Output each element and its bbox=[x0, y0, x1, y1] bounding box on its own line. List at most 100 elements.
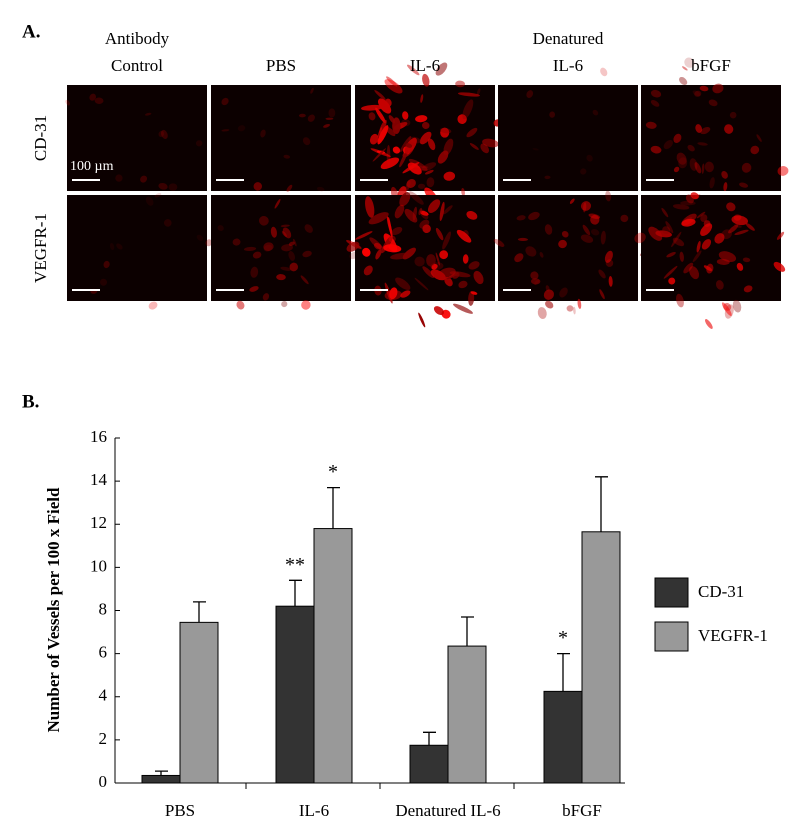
stain-blob bbox=[405, 180, 411, 191]
stain-blob bbox=[580, 234, 594, 243]
stain-blob bbox=[457, 92, 480, 97]
stain-blob bbox=[419, 210, 429, 216]
stain-blob bbox=[115, 174, 123, 182]
stain-blob bbox=[236, 300, 245, 310]
stain-blob bbox=[427, 199, 441, 214]
stain-blob bbox=[476, 88, 481, 96]
y-tick-label: 14 bbox=[90, 470, 108, 489]
stain-blob bbox=[672, 204, 690, 210]
stain-blob bbox=[701, 163, 705, 174]
stain-blob bbox=[288, 241, 295, 246]
stain-blob bbox=[690, 192, 699, 200]
stain-blob bbox=[103, 260, 110, 269]
y-tick-label: 8 bbox=[99, 599, 108, 618]
stain-blob bbox=[455, 80, 466, 88]
stain-blob bbox=[307, 114, 315, 122]
stain-blob bbox=[89, 93, 96, 101]
stain-blob bbox=[419, 131, 432, 145]
stain-blob bbox=[414, 256, 425, 267]
stain-blob bbox=[378, 98, 392, 114]
stain-blob bbox=[270, 226, 277, 238]
stain-blob bbox=[196, 234, 204, 241]
stain-blob bbox=[154, 192, 162, 198]
stain-blob bbox=[375, 107, 386, 124]
stain-blob bbox=[424, 169, 434, 175]
stain-blob bbox=[726, 202, 736, 212]
stain-blob bbox=[694, 162, 702, 174]
stain-blob bbox=[409, 191, 424, 205]
stain-blob bbox=[468, 261, 480, 270]
x-tick-label: Denatured IL-6 bbox=[395, 801, 500, 820]
stain-blob bbox=[388, 217, 393, 238]
stain-blob bbox=[374, 89, 386, 101]
stain-blob bbox=[559, 287, 568, 298]
stain-blob bbox=[281, 301, 288, 308]
stain-blob bbox=[687, 144, 695, 152]
stain-blob bbox=[442, 231, 451, 250]
stain-blob bbox=[282, 227, 292, 239]
stain-blob bbox=[701, 239, 712, 250]
stain-blob bbox=[724, 124, 734, 134]
stain-blob bbox=[391, 226, 403, 236]
stain-blob bbox=[662, 226, 671, 234]
stain-blob bbox=[439, 250, 449, 260]
legend-label: CD-31 bbox=[698, 582, 744, 601]
row-label: VEGFR-1 bbox=[31, 213, 50, 283]
stain-blob bbox=[732, 299, 742, 313]
stain-blob bbox=[605, 190, 612, 202]
stain-blob bbox=[544, 224, 553, 235]
micrograph bbox=[498, 195, 638, 301]
stain-blob bbox=[288, 250, 295, 261]
stain-blob bbox=[537, 307, 547, 319]
stain-blob bbox=[458, 280, 468, 289]
stain-blob bbox=[426, 177, 435, 188]
stain-blob bbox=[466, 211, 478, 220]
stain-blob bbox=[439, 127, 452, 134]
stain-blob bbox=[302, 250, 312, 258]
stain-blob bbox=[250, 266, 259, 278]
stain-blob bbox=[301, 300, 311, 310]
stain-blob bbox=[466, 127, 478, 138]
stain-blob bbox=[158, 130, 165, 138]
stain-blob bbox=[544, 175, 551, 180]
column-header: Antibody bbox=[105, 29, 170, 48]
stain-blob bbox=[694, 90, 702, 97]
stain-blob bbox=[283, 154, 291, 159]
y-tick-label: 6 bbox=[99, 643, 108, 662]
stain-blob bbox=[286, 184, 293, 192]
column-header: IL-6 bbox=[410, 56, 440, 75]
stain-blob bbox=[741, 162, 752, 173]
stain-blob bbox=[666, 251, 676, 258]
stain-blob bbox=[437, 150, 449, 164]
stain-blob bbox=[408, 158, 428, 171]
stain-blob bbox=[714, 233, 725, 244]
stain-blob bbox=[372, 148, 386, 162]
stain-blob bbox=[745, 223, 755, 231]
y-tick-label: 12 bbox=[90, 513, 107, 532]
stain-blob bbox=[549, 111, 556, 118]
stain-blob bbox=[368, 212, 389, 225]
stain-blob bbox=[736, 262, 744, 271]
stain-blob bbox=[700, 223, 713, 236]
stain-blob bbox=[696, 240, 701, 253]
bar bbox=[543, 690, 583, 784]
stain-blob bbox=[530, 271, 539, 280]
stain-blob bbox=[679, 251, 684, 262]
stain-blob bbox=[402, 111, 409, 120]
stain-blob bbox=[442, 205, 453, 215]
stain-blob bbox=[592, 109, 599, 116]
stain-blob bbox=[663, 140, 673, 150]
stain-blob bbox=[435, 227, 444, 241]
stain-blob bbox=[316, 186, 325, 192]
stain-blob bbox=[144, 112, 152, 116]
bar bbox=[581, 531, 621, 784]
stain-blob bbox=[158, 182, 168, 190]
stain-blob bbox=[577, 298, 582, 309]
stain-blob bbox=[419, 209, 429, 220]
stain-blob bbox=[545, 300, 554, 309]
stain-blob bbox=[683, 262, 694, 274]
stain-blob bbox=[420, 94, 424, 103]
x-tick-label: IL-6 bbox=[299, 801, 329, 820]
stain-blob bbox=[561, 230, 569, 238]
stain-blob bbox=[715, 280, 724, 290]
